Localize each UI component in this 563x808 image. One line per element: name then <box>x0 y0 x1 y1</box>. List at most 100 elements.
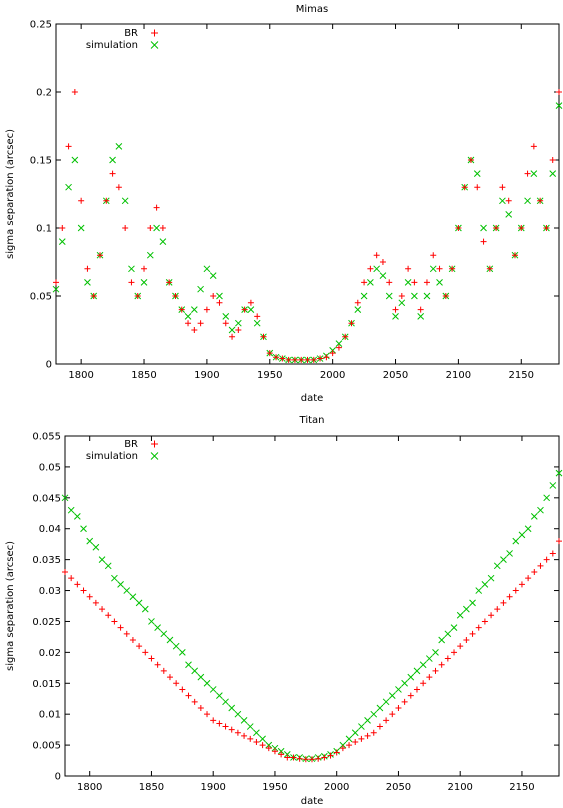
data-point-br <box>321 754 328 761</box>
data-point-br <box>449 265 456 272</box>
x-tick-label: 1900 <box>200 782 225 793</box>
data-point-simulation <box>376 704 384 712</box>
data-point-br <box>549 550 556 557</box>
data-point-simulation <box>228 704 236 712</box>
data-point-simulation <box>123 587 131 594</box>
data-point-br <box>166 674 173 681</box>
data-point-br <box>423 279 430 286</box>
data-point-simulation <box>444 630 452 638</box>
data-point-br <box>525 575 532 582</box>
data-point-br <box>247 299 254 306</box>
data-point-br <box>247 735 254 742</box>
data-point-simulation <box>104 562 112 570</box>
data-point-simulation <box>283 751 291 758</box>
data-point-simulation <box>234 319 242 327</box>
data-point-br <box>411 279 418 286</box>
data-point-br <box>401 698 408 705</box>
data-point-br <box>234 729 241 736</box>
data-point-simulation <box>160 630 168 638</box>
data-point-br <box>103 197 110 204</box>
data-point-simulation <box>354 306 362 313</box>
data-point-simulation <box>401 679 408 687</box>
data-point-simulation <box>190 306 198 313</box>
data-point-simulation <box>222 313 230 320</box>
legend: BR simulation <box>86 439 159 462</box>
data-point-simulation <box>111 574 118 582</box>
data-point-br <box>178 306 185 313</box>
data-point-br <box>398 293 405 299</box>
data-point-br <box>302 756 309 763</box>
legend-marker-br <box>151 29 158 37</box>
x-axis-label: date <box>301 393 324 404</box>
data-point-simulation <box>398 299 406 307</box>
x-tick-label: 1800 <box>77 782 102 793</box>
data-point-br <box>383 717 390 724</box>
data-point-simulation <box>555 469 563 477</box>
data-point-br <box>420 680 427 687</box>
data-point-br <box>531 569 538 575</box>
data-point-br <box>134 293 141 299</box>
data-point-simulation <box>121 197 129 205</box>
y-tick-label: 0 <box>46 360 52 371</box>
data-point-br <box>426 674 433 681</box>
data-point-br <box>480 238 487 245</box>
data-point-br <box>511 252 518 259</box>
data-point-br <box>310 356 317 363</box>
data-point-br <box>173 680 180 687</box>
data-point-br <box>136 643 143 650</box>
data-point-simulation <box>499 197 506 205</box>
data-point-br <box>346 742 353 749</box>
data-point-simulation <box>388 692 396 699</box>
y-tick-label: 0.045 <box>32 493 61 504</box>
data-point-br <box>204 711 211 718</box>
data-point-br <box>451 649 458 656</box>
data-point-br <box>386 279 393 286</box>
data-point-simulation <box>115 143 123 150</box>
data-point-simulation <box>61 494 69 502</box>
data-point-simulation <box>345 735 353 743</box>
data-point-br <box>296 755 303 762</box>
y-tick-label: 0.05 <box>39 462 61 473</box>
data-point-br <box>285 356 292 363</box>
data-point-br <box>543 556 550 563</box>
data-point-br <box>438 661 445 668</box>
data-point-br <box>549 157 556 163</box>
y-tick-label: 0.15 <box>30 156 52 167</box>
data-point-br <box>147 225 154 231</box>
x-tick-label: 2000 <box>320 370 345 381</box>
data-point-br <box>329 350 336 357</box>
plot-frame <box>55 23 560 365</box>
data-point-br <box>342 333 349 340</box>
x-tick-label: 2150 <box>509 370 534 381</box>
data-point-simulation <box>395 686 402 693</box>
data-point-br <box>442 293 449 299</box>
data-point-simulation <box>379 272 387 279</box>
chart-title: Titan <box>299 415 325 426</box>
data-point-simulation <box>505 211 513 218</box>
data-point-br <box>348 320 355 327</box>
y-tick-label: 0.05 <box>30 292 52 303</box>
data-point-simulation <box>146 251 154 259</box>
data-point-br <box>467 157 474 163</box>
data-point-simulation <box>480 224 487 232</box>
plot-frame <box>64 435 560 777</box>
data-point-simulation <box>530 513 538 520</box>
data-point-br <box>512 587 519 594</box>
data-point-br <box>62 569 68 575</box>
data-point-br <box>216 720 223 727</box>
data-point-br <box>203 306 210 313</box>
data-point-br <box>197 705 204 711</box>
data-point-simulation <box>209 272 217 279</box>
data-point-br <box>265 745 272 752</box>
data-point-simulation <box>234 710 242 718</box>
data-point-simulation <box>92 543 100 551</box>
data-point-br <box>74 581 81 588</box>
y-tick-label: 0.025 <box>32 617 61 628</box>
data-point-simulation <box>259 735 266 743</box>
data-point-br <box>493 225 500 231</box>
x-tick-label: 1900 <box>194 370 219 381</box>
data-point-br <box>444 655 451 662</box>
data-point-simulation <box>543 494 551 502</box>
data-point-br <box>317 355 324 362</box>
data-point-br <box>432 667 439 674</box>
